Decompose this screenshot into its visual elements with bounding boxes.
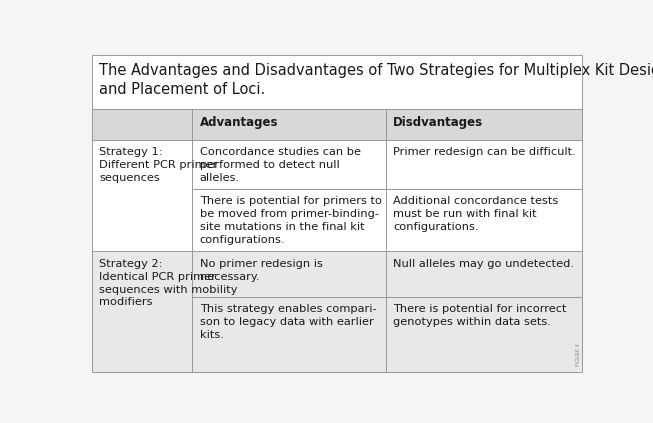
Bar <box>91 109 192 140</box>
Text: Null alleles may go undetected.: Null alleles may go undetected. <box>393 259 575 269</box>
Text: Strategy 2:
Identical PCR primer
sequences with mobility
modifiers: Strategy 2: Identical PCR primer sequenc… <box>99 259 238 308</box>
Bar <box>91 55 582 109</box>
Bar <box>192 297 385 372</box>
Bar <box>192 251 385 297</box>
Bar <box>385 189 582 251</box>
Text: Concordance studies can be
performed to detect null
alleles.: Concordance studies can be performed to … <box>200 147 361 183</box>
Text: Advantages: Advantages <box>200 116 278 129</box>
Bar <box>91 140 192 251</box>
Bar <box>192 109 385 140</box>
Text: Disdvantages: Disdvantages <box>393 116 483 129</box>
Text: Additional concordance tests
must be run with final kit
configurations.: Additional concordance tests must be run… <box>393 196 558 232</box>
Bar <box>385 109 582 140</box>
Text: No primer redesign is
necessary.: No primer redesign is necessary. <box>200 259 323 282</box>
Bar <box>385 140 582 189</box>
Text: This strategy enables compari-
son to legacy data with earlier
kits.: This strategy enables compari- son to le… <box>200 304 377 340</box>
Text: There is potential for primers to
be moved from primer-binding-
site mutations i: There is potential for primers to be mov… <box>200 196 382 245</box>
Bar <box>192 189 385 251</box>
Bar <box>385 251 582 297</box>
Text: Primer redesign can be difficult.: Primer redesign can be difficult. <box>393 147 576 157</box>
Text: There is potential for incorrect
genotypes within data sets.: There is potential for incorrect genotyp… <box>393 304 567 327</box>
Bar <box>91 251 192 372</box>
Bar <box>192 140 385 189</box>
Bar <box>385 297 582 372</box>
Text: Strategy 1:
Different PCR primer
sequences: Strategy 1: Different PCR primer sequenc… <box>99 147 218 183</box>
Text: The Advantages and Disadvantages of Two Strategies for Multiplex Kit Design
and : The Advantages and Disadvantages of Two … <box>99 63 653 97</box>
Text: FIGURE 4: FIGURE 4 <box>576 343 581 366</box>
